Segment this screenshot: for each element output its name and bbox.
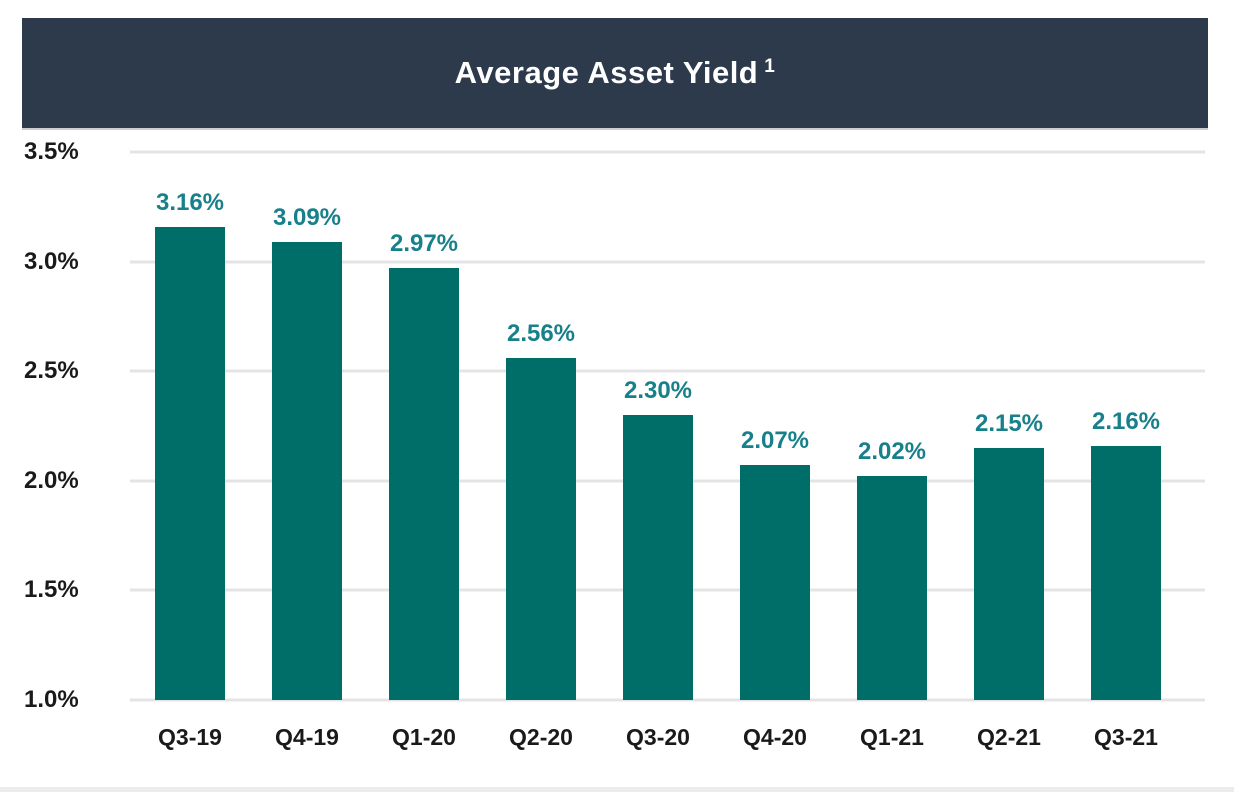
chart-title-text: Average Asset Yield (454, 55, 759, 90)
x-axis-label: Q3-21 (1094, 724, 1158, 750)
bar-value-label: 2.56% (506, 320, 576, 348)
bar-value-label: 2.02% (857, 438, 927, 466)
gridline (130, 698, 1205, 702)
bar (974, 447, 1044, 700)
gridline (130, 369, 1205, 373)
x-axis-label: Q2-21 (977, 724, 1041, 750)
chart-title: Average Asset Yield 1 (455, 55, 776, 91)
gridline (130, 260, 1205, 264)
bar-value-label: 3.16% (155, 188, 225, 216)
chart-title-footnote-marker: 1 (764, 55, 776, 77)
x-axis-label: Q3-19 (158, 724, 222, 750)
x-axis-label: Q2-20 (509, 724, 573, 750)
bar (506, 358, 576, 700)
bar (155, 226, 225, 700)
bar-value-label: 2.15% (974, 409, 1044, 437)
bar (857, 476, 927, 700)
bar-value-label: 2.16% (1091, 407, 1161, 435)
y-axis-tick-label: 1.0% (24, 686, 79, 713)
gridline (130, 150, 1205, 154)
y-axis-tick-label: 2.5% (24, 357, 79, 385)
bar-value-label: 3.09% (272, 203, 342, 231)
y-axis-tick-label: 1.5% (24, 576, 79, 604)
x-axis-label: Q1-21 (860, 724, 924, 750)
bar-value-label: 2.30% (623, 377, 693, 405)
bar (389, 268, 459, 700)
plot-area: 3.16% Q3-19 3.09% Q4-19 2.97% Q1-20 2.56% Q2-20… (130, 150, 1205, 750)
bar (272, 241, 342, 700)
x-axis-label: Q4-20 (743, 724, 807, 750)
bar-value-label: 2.07% (740, 427, 810, 455)
bar (740, 465, 810, 700)
chart-header: Average Asset Yield 1 (22, 18, 1208, 128)
x-axis-label: Q4-19 (275, 724, 339, 750)
x-axis-label: Q1-20 (392, 724, 456, 750)
bar (1091, 445, 1161, 700)
bar-value-label: 2.97% (389, 230, 459, 258)
y-axis-tick-label: 2.0% (24, 466, 79, 494)
page-edge-divider (0, 787, 1234, 792)
y-axis-tick-label: 3.0% (24, 247, 79, 275)
x-axis-label: Q3-20 (626, 724, 690, 750)
bar (623, 415, 693, 700)
y-axis-tick-label: 3.5% (24, 138, 79, 165)
